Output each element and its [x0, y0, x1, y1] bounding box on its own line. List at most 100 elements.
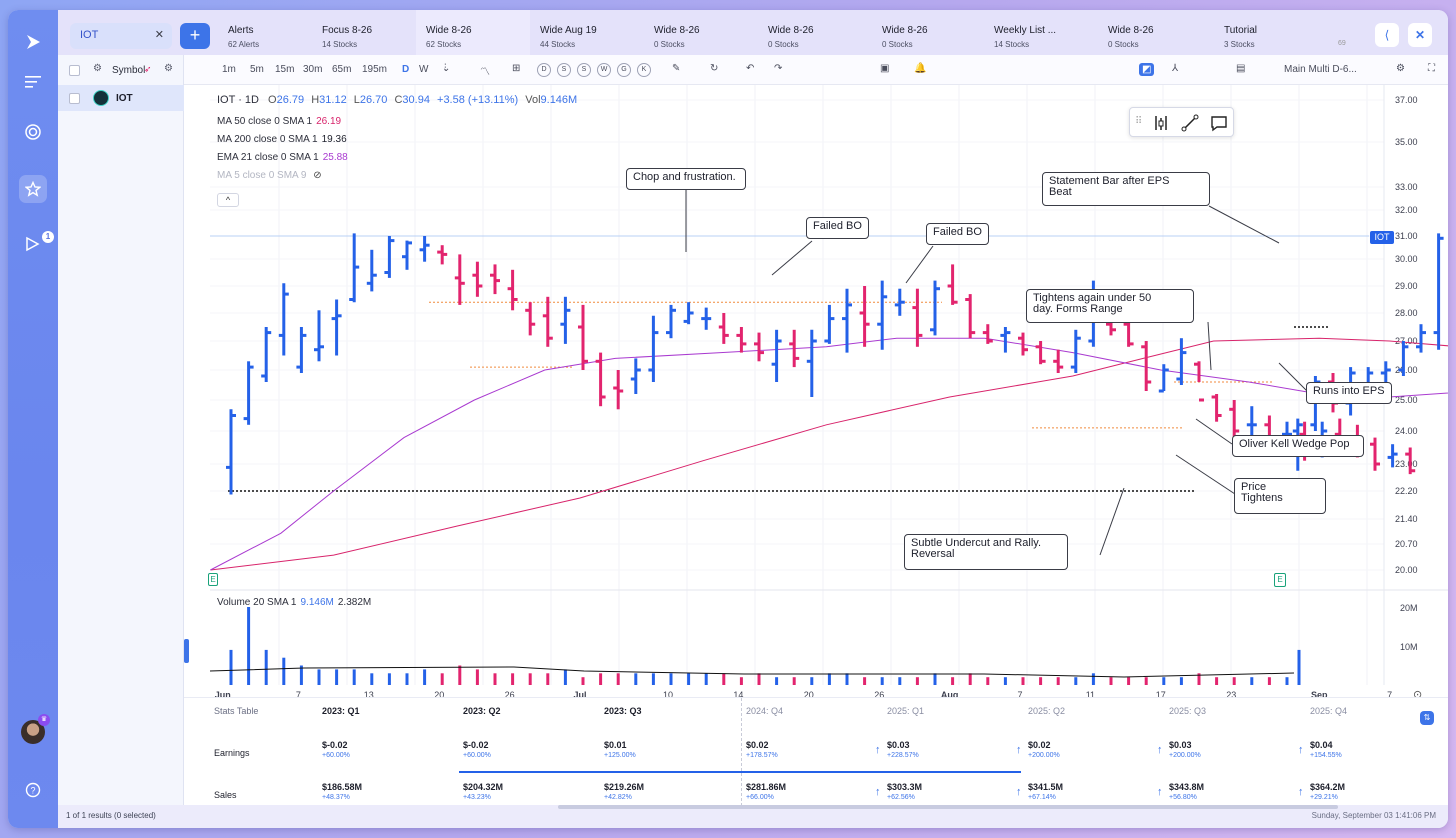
add-tab-button[interactable]: + [180, 23, 210, 49]
interval-1[interactable]: 5m [250, 64, 264, 75]
chart-settings-icon[interactable]: ⊙ [1413, 689, 1423, 701]
candle-tool-icon[interactable] [1152, 114, 1170, 132]
stats-column-header[interactable]: 2023: Q1 [322, 706, 360, 716]
stats-column-header[interactable]: 2023: Q3 [604, 706, 642, 716]
bar-type-icon[interactable]: ⫶ [444, 63, 447, 74]
chart-annotation[interactable]: Subtle Undercut and Rally. Reversal [904, 534, 1068, 570]
indicator-legend-3[interactable]: MA 5 close 0 SMA 9 ⊘ [217, 170, 322, 181]
interval-5[interactable]: 195m [362, 64, 388, 75]
layout-select[interactable]: Main Multi D-6... [1284, 64, 1357, 75]
indicator-label: EMA 21 close 0 SMA 1 [217, 152, 319, 163]
interval-menu-icon[interactable]: ⌄ [442, 63, 451, 74]
chart-annotation[interactable]: Failed BO [806, 217, 869, 239]
alert-bell-icon[interactable]: 🔔 [914, 63, 927, 74]
templates-icon[interactable]: ⊞ [512, 63, 521, 74]
symbol-search-input[interactable]: IOT ✕ [70, 23, 172, 49]
tab-6[interactable]: Wide 8-26 0 Stocks [872, 10, 984, 55]
stats-column-header[interactable]: 2023: Q2 [463, 706, 501, 716]
volume-pane-toggle[interactable] [184, 639, 189, 663]
price-chart[interactable]: 37.00 35.00 33.00 32.00 31.00 30.00 29.00 28.00… [184, 85, 1448, 700]
star-icon[interactable] [19, 175, 47, 203]
tab-4[interactable]: Wide 8-26 0 Stocks [644, 10, 758, 55]
stats-column-header[interactable]: 2024: Q4 [746, 706, 784, 716]
collapse-legend-button[interactable]: ^ [217, 193, 239, 207]
callout-tool-icon[interactable] [1210, 114, 1228, 132]
watchlist-row[interactable]: IOT [58, 85, 184, 111]
horizontal-scrollbar[interactable] [558, 805, 1338, 809]
radar-icon[interactable] [19, 118, 47, 146]
chart-annotation[interactable]: Failed BO [926, 223, 989, 245]
tab-8[interactable]: Wide 8-26 0 Stocks [1098, 10, 1214, 55]
chart-annotation[interactable]: Price Tightens [1234, 478, 1326, 514]
select-all-checkbox[interactable] [69, 65, 80, 76]
study-letter-3[interactable]: W [597, 63, 611, 77]
tab-9[interactable]: Tutorial 3 Stocks [1214, 10, 1324, 55]
symbol-column-header[interactable]: Symbol [112, 65, 146, 76]
stats-value: $0.01 [604, 740, 627, 750]
stats-change: +228.57% [887, 752, 919, 759]
tab-7[interactable]: Weekly List ... 14 Stocks [984, 10, 1098, 55]
study-letter-4[interactable]: G [617, 63, 631, 77]
x-icon[interactable]: ✕ [1408, 23, 1432, 47]
trendline-tool-icon[interactable] [1181, 114, 1199, 132]
stats-filter-icon[interactable]: ⇅ [1420, 711, 1434, 725]
chart-annotation[interactable]: Runs into EPS [1306, 382, 1392, 404]
compare-icon[interactable]: ⅄ [1172, 63, 1179, 74]
chart-annotation[interactable]: Tightens again under 50 day. Forms Range [1026, 289, 1194, 323]
study-letter-5[interactable]: K [637, 63, 651, 77]
logo-icon[interactable] [19, 28, 47, 56]
stats-column-header[interactable]: 2025: Q1 [887, 706, 925, 716]
stats-change: +178.57% [746, 752, 778, 759]
study-letter-1[interactable]: S [557, 63, 571, 77]
tab-1[interactable]: Focus 8-26 14 Stocks [312, 10, 416, 55]
layout-icon[interactable]: ▤ [1236, 63, 1246, 74]
chart-annotation[interactable]: Chop and frustration. [626, 168, 746, 190]
interval-7[interactable]: W [419, 64, 429, 75]
indicators-icon[interactable]: 〽 [480, 67, 490, 78]
study-letter-2[interactable]: S [577, 63, 591, 77]
tab-overflow[interactable]: 69 [1338, 40, 1346, 47]
indicator-value: 19.36 [321, 134, 347, 145]
indicator-legend-2[interactable]: EMA 21 close 0 SMA 1 25.88 [217, 152, 348, 163]
help-icon[interactable]: ? [19, 776, 47, 804]
fullscreen-icon[interactable]: ⛶ [1428, 63, 1435, 74]
redo-icon[interactable]: ↷ [774, 63, 783, 74]
legend-close: 30.94 [402, 94, 430, 106]
chart-settings-icon[interactable]: ⚙ [1396, 63, 1405, 74]
draw-icon[interactable]: ✎ [672, 63, 681, 74]
drag-handle-icon[interactable]: ⠿ [1135, 116, 1143, 127]
stats-column-header[interactable]: 2025: Q4 [1310, 706, 1348, 716]
clear-icon[interactable]: ✕ [154, 29, 164, 41]
row-checkbox[interactable] [69, 93, 80, 104]
settings-icon[interactable]: ⚙ [93, 63, 102, 74]
undo-icon[interactable]: ↶ [746, 63, 755, 74]
menu-icon[interactable] [19, 68, 47, 96]
study-letter-0[interactable]: D [537, 63, 551, 77]
chart-annotation[interactable]: Oliver Kell Wedge Pop [1232, 435, 1364, 457]
price-tick-label: 25.00 [1395, 395, 1418, 405]
interval-2[interactable]: 15m [275, 64, 295, 75]
chart-type-icon[interactable]: ◩ [1139, 63, 1155, 76]
play-list-icon[interactable] [19, 230, 47, 258]
legend-volume: 9.146M [540, 94, 578, 106]
tab-3[interactable]: Wide Aug 19 44 Stocks [530, 10, 644, 55]
chart-annotation[interactable]: Statement Bar after EPS Beat [1042, 172, 1210, 206]
indicator-legend-1[interactable]: MA 200 close 0 SMA 1 19.36 [217, 134, 347, 145]
date-tick-label: 26 [874, 690, 884, 697]
stats-column-header[interactable]: 2025: Q2 [1028, 706, 1066, 716]
tab-2[interactable]: Wide 8-26 62 Stocks [416, 10, 530, 55]
interval-3[interactable]: 30m [303, 64, 323, 75]
stats-value: $281.86M [746, 782, 787, 792]
interval-0[interactable]: 1m [222, 64, 236, 75]
stats-column-header[interactable]: 2025: Q3 [1169, 706, 1207, 716]
tab-5[interactable]: Wide 8-26 0 Stocks [758, 10, 872, 55]
hidden-eye-icon[interactable]: ⊘ [310, 170, 322, 181]
screenshot-icon[interactable]: ▣ [880, 63, 890, 74]
indicator-legend-0[interactable]: MA 50 close 0 SMA 1 26.19 [217, 116, 341, 127]
refresh-icon[interactable]: ↻ [710, 63, 719, 74]
interval-6[interactable]: D [402, 64, 410, 75]
column-settings-icon[interactable]: ⚙ [164, 63, 173, 74]
share-icon[interactable]: ⟨ [1375, 23, 1399, 47]
interval-4[interactable]: 65m [332, 64, 352, 75]
tab-0[interactable]: Alerts 62 Alerts [218, 10, 312, 55]
